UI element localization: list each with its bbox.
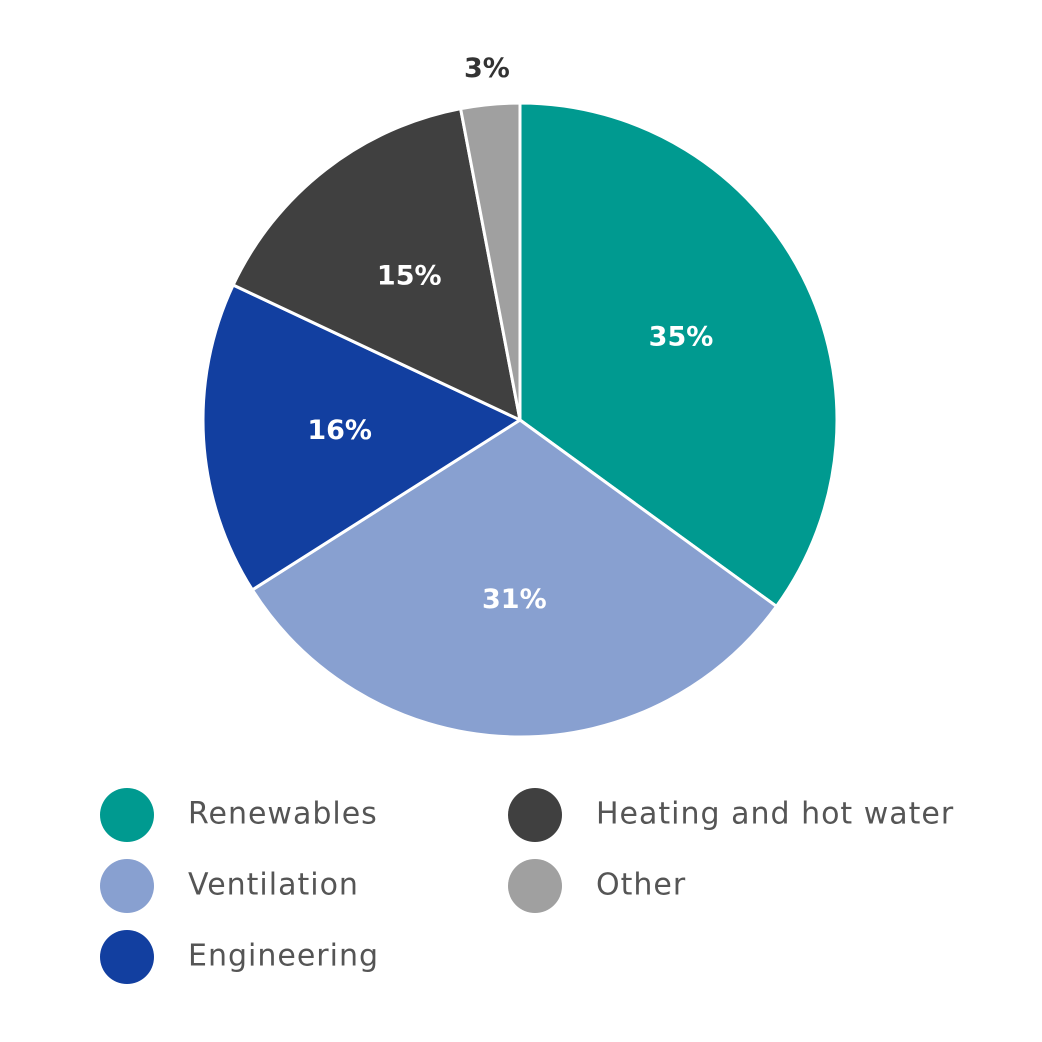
slice-label: 16% (307, 415, 372, 446)
slice-label: 35% (649, 321, 714, 352)
pie-slice (231, 107, 522, 422)
legend-label: Renewables (188, 797, 378, 832)
legend-marker (508, 859, 562, 913)
legend-label: Engineering (188, 939, 379, 974)
pie-slice (201, 283, 522, 592)
legend-label: Heating and hot water (596, 797, 954, 832)
slice-label: 3% (464, 53, 510, 84)
legend-marker (508, 788, 562, 842)
legend-marker (100, 788, 154, 842)
pie-slice (518, 101, 839, 608)
slice-label: 15% (377, 261, 442, 292)
legend-label: Other (596, 868, 686, 903)
legend-marker (100, 930, 154, 984)
legend-marker (100, 859, 154, 913)
pie-slice (250, 418, 778, 739)
legend-label: Ventilation (188, 868, 359, 903)
slice-label: 31% (482, 584, 547, 615)
pie-slice (459, 101, 522, 422)
